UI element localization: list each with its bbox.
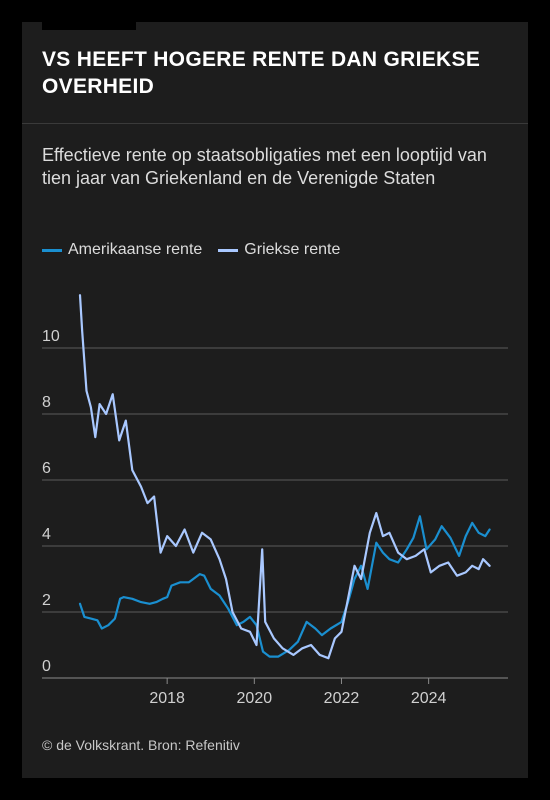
series-line-greece [78, 294, 491, 660]
y-tick-label-0: 0 [42, 658, 51, 675]
x-tick-label-2022: 2022 [324, 690, 360, 707]
line-chart: 0 2 4 6 8 10 2018 2020 2022 2024 [42, 294, 508, 707]
chart-card: VS HEEFT HOGERE RENTE DAN GRIEKSE OVERHE… [22, 22, 528, 778]
legend-swatch-greece [218, 248, 239, 252]
legend-item-greece: Griekse rente [218, 241, 340, 259]
x-tick-label-2020: 2020 [237, 690, 273, 707]
x-tick-label-2018: 2018 [149, 690, 185, 707]
chart-subtitle: Effectieve rente op staatsobligaties met… [42, 145, 487, 188]
y-tick-label-8: 8 [42, 394, 51, 411]
legend-label-greece: Griekse rente [244, 241, 341, 258]
x-axis-ticks: 2018 2020 2022 2024 [149, 678, 447, 707]
x-tick-label-2024: 2024 [411, 690, 447, 707]
legend-swatch-us [42, 248, 62, 252]
series-lines [78, 294, 491, 660]
y-axis-ticks: 0 2 4 6 8 10 [42, 328, 60, 675]
legend: Amerikaanse rente Griekse rente [42, 239, 356, 261]
accent-tab [42, 22, 136, 30]
y-tick-label-2: 2 [42, 592, 51, 609]
legend-label-us: Amerikaanse rente [68, 241, 203, 258]
source-credit: © de Volkskrant. Bron: Refenitiv [42, 737, 240, 753]
legend-item-us: Amerikaanse rente [42, 241, 202, 259]
series-line-us [78, 515, 491, 658]
y-tick-label-10: 10 [42, 328, 60, 345]
chart-title: VS HEEFT HOGERE RENTE DAN GRIEKSE OVERHE… [42, 48, 481, 98]
y-tick-label-4: 4 [42, 526, 51, 543]
title-bar: VS HEEFT HOGERE RENTE DAN GRIEKSE OVERHE… [22, 22, 528, 124]
y-tick-label-6: 6 [42, 460, 51, 477]
